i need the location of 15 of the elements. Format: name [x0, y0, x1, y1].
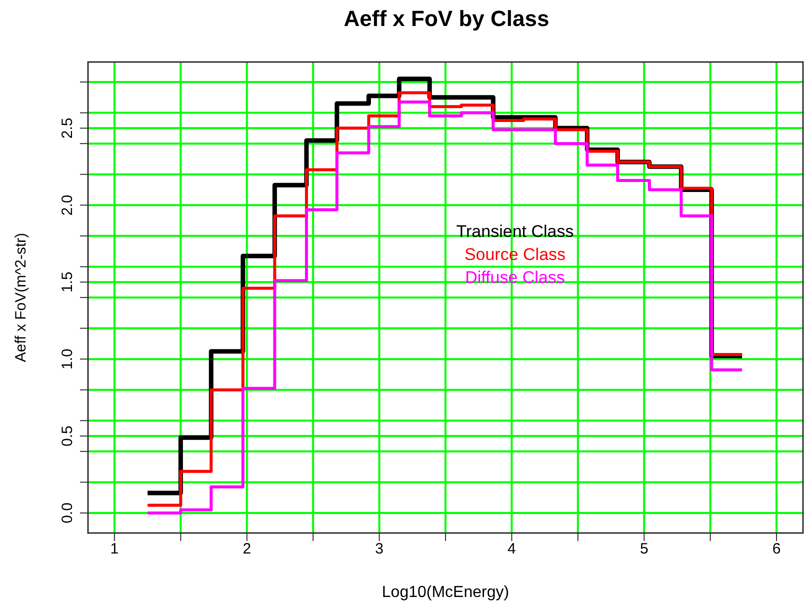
x-axis-title: Log10(McEnergy) [382, 584, 510, 601]
y-tick-label: 1.0 [59, 348, 76, 370]
y-tick-label: 2.0 [59, 194, 76, 216]
y-tick-label: 2.5 [59, 118, 76, 139]
x-tick-label: 5 [640, 540, 648, 558]
y-tick-label: 1.5 [59, 272, 76, 293]
x-tick-label: 1 [110, 540, 119, 558]
x-tick-label: 4 [508, 540, 516, 558]
x-tick-label: 6 [772, 540, 781, 558]
x-tick-label: 3 [375, 540, 384, 558]
y-tick-label: 0.5 [59, 426, 76, 446]
y-tick-label: 0.0 [59, 502, 76, 524]
y-axis-title: Aeff x FoV(m^2-str) [12, 232, 30, 362]
x-tick-label: 2 [242, 540, 252, 558]
chart-title: Aeff x FoV by Class [342, 6, 550, 32]
